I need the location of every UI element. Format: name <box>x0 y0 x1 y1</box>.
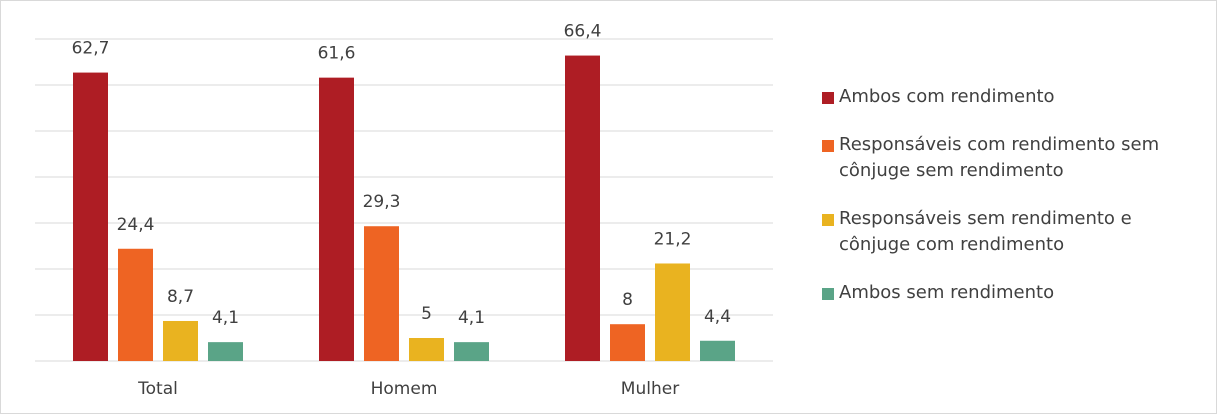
bar <box>409 338 444 361</box>
legend-item: Ambos sem rendimento <box>822 280 1192 306</box>
legend-swatch <box>822 92 834 104</box>
data-label: 29,3 <box>363 192 401 212</box>
bar <box>364 226 399 361</box>
legend-swatch <box>822 288 834 300</box>
bar <box>163 320 198 361</box>
bar <box>655 263 690 361</box>
bar <box>454 342 489 361</box>
x-tick-label: Total <box>137 379 178 399</box>
legend-label: Responsáveis sem rendimento e cônjuge co… <box>839 208 1132 255</box>
bar <box>319 77 354 361</box>
legend-item: Responsáveis com rendimento sem cônjuge … <box>822 132 1192 184</box>
data-label: 61,6 <box>318 44 356 64</box>
bar <box>208 342 243 361</box>
data-label: 8 <box>622 290 633 310</box>
data-label: 8,7 <box>167 287 194 307</box>
legend-swatch <box>822 140 834 152</box>
bar <box>565 55 600 362</box>
legend-label: Ambos sem rendimento <box>839 282 1055 303</box>
data-label: 4,4 <box>704 307 731 327</box>
bar <box>118 248 153 361</box>
legend-item: Responsáveis sem rendimento e cônjuge co… <box>822 206 1192 258</box>
x-tick-label: Mulher <box>621 379 679 399</box>
data-label: 4,1 <box>212 308 239 328</box>
data-label: 21,2 <box>654 229 692 249</box>
legend-label: Responsáveis com rendimento sem cônjuge … <box>839 134 1160 181</box>
data-label: 24,4 <box>117 215 155 235</box>
data-label: 5 <box>421 304 432 324</box>
bar <box>73 72 108 361</box>
data-label: 4,1 <box>458 308 485 328</box>
bar <box>610 324 645 361</box>
data-label: 66,4 <box>564 22 602 42</box>
legend-label: Ambos com rendimento <box>839 86 1055 107</box>
legend: Ambos com rendimento Responsáveis com ren… <box>822 84 1192 328</box>
legend-swatch <box>822 214 834 226</box>
bar <box>700 340 735 361</box>
legend-item: Ambos com rendimento <box>822 84 1192 110</box>
x-tick-label: Homem <box>371 379 438 399</box>
data-label: 62,7 <box>72 39 110 59</box>
